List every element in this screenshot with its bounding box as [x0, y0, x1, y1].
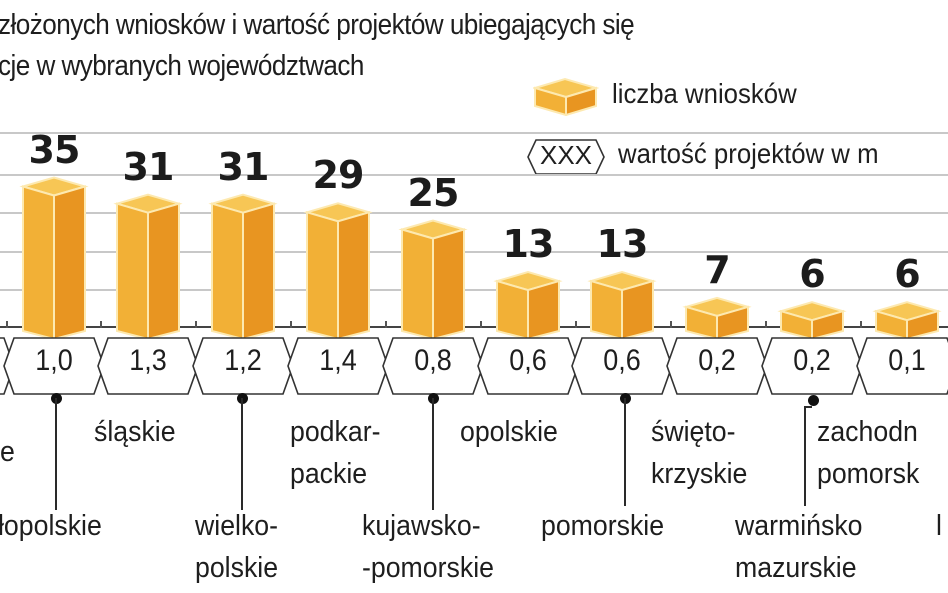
region-label-partial-right: l	[936, 510, 942, 542]
legend-hex-sample: XXX	[539, 140, 593, 170]
region-label-zachodniopomorskie-2: pomorsk	[817, 458, 920, 490]
chart-title-line2: cje w wybranych województwach	[0, 50, 364, 82]
axis-tick	[670, 321, 672, 328]
value-hexagon: 0,6	[603, 344, 641, 377]
legend-hex-label: wartość projektów w m	[618, 138, 879, 169]
value-hexagon: 1,2	[224, 344, 262, 377]
axis-tick	[385, 321, 387, 328]
bar-value-label: 31	[217, 144, 270, 189]
region-label-slaskie: śląskie	[94, 416, 176, 448]
axis-tick	[480, 321, 482, 328]
value-hexagon: 0,8	[414, 344, 452, 377]
axis-tick	[195, 321, 197, 328]
legend-divider-top	[0, 132, 948, 134]
axis-tick	[100, 321, 102, 328]
value-hexagon: 0,6	[509, 344, 547, 377]
region-label-malopolskie: łopolskie	[0, 510, 102, 542]
axis-tick	[765, 321, 767, 328]
bar-value-label: 6	[894, 252, 920, 297]
leader-line	[241, 398, 243, 510]
bar-value-label: 13	[596, 222, 649, 267]
region-label-kujawsko-1: kujawsko-	[362, 510, 481, 542]
region-label-podkarpackie-1: podkar-	[290, 416, 381, 448]
value-hexagon: 1,0	[35, 344, 73, 377]
region-label-pomorskie: pomorskie	[541, 510, 665, 542]
axis-tick	[575, 321, 577, 328]
bar-value-label: 7	[704, 247, 730, 292]
region-label-kujawsko-2: -pomorskie	[362, 552, 494, 584]
gridline	[0, 251, 948, 253]
region-label-wielkopolskie-2: polskie	[195, 552, 279, 584]
gridline	[0, 212, 948, 214]
region-label-swietokrzyskie-1: święto-	[651, 416, 736, 448]
bar-value-label: 25	[407, 170, 460, 215]
bar-value-label: 31	[122, 144, 175, 189]
region-label-swietokrzyskie-2: krzyskie	[651, 458, 748, 490]
legend-divider-bottom	[0, 174, 948, 176]
bar-value-label: 35	[28, 127, 81, 172]
region-label-partial-left: e	[0, 436, 15, 468]
leader-line	[55, 398, 57, 510]
bar-value-label: 29	[312, 153, 365, 198]
bar-value-label: 6	[799, 252, 825, 297]
value-hexagon-row	[0, 337, 948, 395]
region-label-podkarpackie-2: packie	[290, 458, 368, 490]
chart-title-line1: złożonych wniosków i wartość projektów u…	[0, 9, 635, 41]
axis-tick	[860, 321, 862, 328]
region-label-zachodniopomorskie-1: zachodn	[817, 416, 918, 448]
axis-tick	[290, 321, 292, 328]
region-label-opolskie: opolskie	[460, 416, 558, 448]
leader-dot	[808, 395, 819, 406]
value-hexagon: 0,2	[698, 344, 736, 377]
leader-line	[804, 406, 812, 408]
value-hexagon: 1,3	[129, 344, 167, 377]
value-hexagon: 0,2	[793, 344, 831, 377]
value-hexagon: 0,1	[888, 344, 926, 377]
region-label-wielkopolskie-1: wielko-	[195, 510, 279, 542]
leader-line	[624, 398, 626, 506]
leader-line	[804, 406, 806, 506]
bar-value-label: 13	[502, 222, 555, 267]
gridline	[0, 289, 948, 291]
region-label-warminsko-1: warmińsko	[735, 510, 863, 542]
leader-line	[432, 398, 434, 510]
value-hexagon: 1,4	[319, 344, 357, 377]
legend-bars-label: liczba wniosków	[612, 78, 797, 109]
region-label-warminsko-2: mazurskie	[735, 552, 857, 584]
legend-box-icon	[533, 77, 599, 116]
axis-tick	[6, 321, 8, 328]
baseline	[0, 326, 948, 328]
